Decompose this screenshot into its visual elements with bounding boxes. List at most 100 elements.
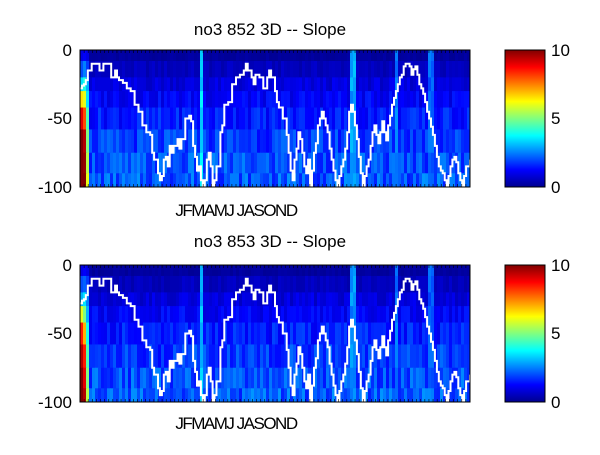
heatmap-cell	[374, 152, 378, 174]
heatmap-cell	[230, 60, 234, 78]
heatmap-cell	[395, 322, 399, 346]
heatmap-cell	[431, 77, 435, 92]
heatmap-cell	[233, 388, 237, 402]
heatmap-cell	[422, 388, 426, 402]
heatmap-cell	[458, 152, 462, 174]
heatmap-cell	[281, 275, 285, 293]
heatmap-cell	[248, 129, 252, 154]
heatmap-cell	[368, 152, 372, 174]
heatmap-cell	[335, 367, 339, 389]
heatmap-cell	[200, 292, 204, 307]
heatmap-cell	[329, 367, 333, 389]
heatmap-cell	[404, 306, 408, 324]
heatmap-cell	[209, 322, 213, 346]
heatmap-cell	[443, 322, 447, 346]
heatmap-cell	[125, 152, 129, 174]
heatmap-cell	[236, 107, 240, 131]
heatmap-cell	[431, 344, 435, 369]
heatmap-cell	[455, 322, 459, 346]
heatmap-cell	[233, 367, 237, 389]
heatmap-cell	[170, 265, 174, 277]
heatmap-cell	[425, 60, 429, 78]
heatmap-cell	[287, 173, 291, 187]
heatmap-cell	[464, 292, 468, 307]
heatmap-cell	[86, 173, 90, 187]
heatmap-cell	[326, 344, 330, 369]
heatmap-cell	[332, 292, 336, 307]
heatmap-cell	[215, 306, 219, 324]
heatmap-cell	[191, 388, 195, 402]
heatmap-cell	[161, 107, 165, 131]
heatmap-cell	[434, 91, 438, 109]
heatmap-cell	[179, 275, 183, 293]
heatmap-cell	[107, 265, 111, 277]
heatmap-cell	[338, 129, 342, 154]
heatmap-cell	[320, 265, 324, 277]
heatmap-cell	[92, 292, 96, 307]
heatmap-cell	[467, 367, 470, 389]
heatmap-cell	[434, 367, 438, 389]
heatmap-cell	[386, 367, 390, 389]
heatmap-cell	[158, 60, 162, 78]
heatmap-cell	[329, 107, 333, 131]
heatmap-cell	[179, 265, 183, 277]
heatmap-cell	[383, 91, 387, 109]
heatmap-cell	[284, 275, 288, 293]
heatmap-cell	[122, 107, 126, 131]
heatmap-cell	[224, 292, 228, 307]
heatmap-cell	[152, 306, 156, 324]
heatmap-cell	[107, 306, 111, 324]
heatmap-cell	[467, 306, 470, 324]
y-tick-label-1-2: -100	[38, 178, 72, 197]
heatmap-cell	[311, 306, 315, 324]
heatmap-cell	[416, 306, 420, 324]
heatmap-cell	[101, 322, 105, 346]
heatmap-cell	[137, 344, 141, 369]
heatmap-cell	[380, 306, 384, 324]
heatmap-cell	[299, 91, 303, 109]
heatmap-cell	[224, 306, 228, 324]
heatmap-cell	[125, 367, 129, 389]
heatmap-cell	[143, 107, 147, 131]
heatmap-cell	[275, 367, 279, 389]
heatmap-cell	[269, 173, 273, 187]
heatmap-cell	[134, 60, 138, 78]
heatmap-cell	[389, 50, 393, 62]
heatmap-cell	[194, 322, 198, 346]
heatmap-cell	[308, 322, 312, 346]
heatmap-cell	[392, 344, 396, 369]
heatmap-cell	[314, 367, 318, 389]
heatmap-cell	[110, 91, 114, 109]
heatmap-cell	[128, 292, 132, 307]
heatmap-cell	[338, 306, 342, 324]
heatmap-cell	[458, 306, 462, 324]
heatmap-cell	[332, 60, 336, 78]
heatmap-cell	[230, 388, 234, 402]
heatmap-cell	[131, 322, 135, 346]
heatmap-cell	[266, 129, 270, 154]
heatmap-cell	[317, 275, 321, 293]
heatmap-cell	[431, 91, 435, 109]
heatmap-cell	[326, 292, 330, 307]
heatmap-cell	[302, 265, 306, 277]
heatmap-cell	[272, 173, 276, 187]
heatmap-cell	[404, 129, 408, 154]
heatmap-cell	[146, 344, 150, 369]
heatmap-cell	[374, 388, 378, 402]
colorbar-tick-1-0: 10	[551, 41, 570, 60]
heatmap-cell	[455, 292, 459, 307]
heatmap-cell	[134, 265, 138, 277]
heatmap-cell	[425, 388, 429, 402]
heatmap-cell	[170, 388, 174, 402]
heatmap-cell	[239, 129, 243, 154]
heatmap-cell	[116, 60, 120, 78]
heatmap-cell	[452, 173, 456, 187]
heatmap-cell	[191, 265, 195, 277]
heatmap-cell	[290, 50, 294, 62]
heatmap-cell	[167, 173, 171, 187]
heatmap-cell	[293, 275, 297, 293]
heatmap-cell	[359, 60, 363, 78]
heatmap-cell	[299, 107, 303, 131]
heatmap-cell	[251, 173, 255, 187]
